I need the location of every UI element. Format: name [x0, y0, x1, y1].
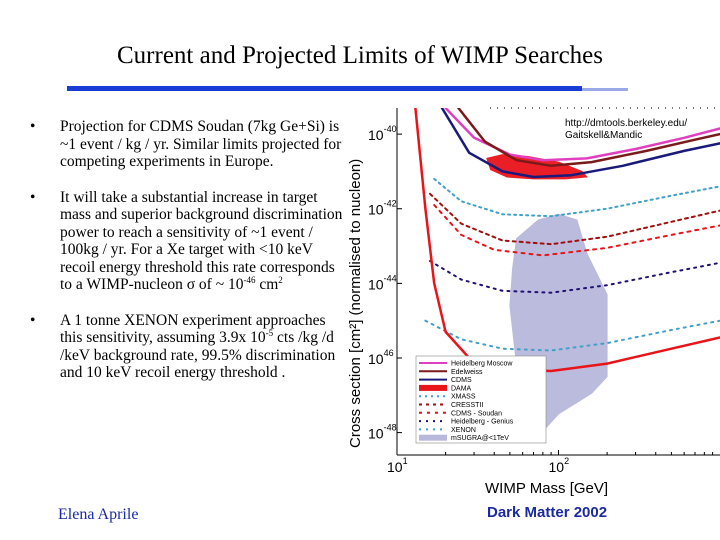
y-axis-title: Cross section [cm²] (normalised to nucle…: [347, 159, 364, 448]
bullet-text: Projection for CDMS Soudan (7kg Ge+Si) i…: [60, 118, 342, 170]
y-tick-label: 1046: [368, 348, 394, 367]
y-tick-exponent: -40: [384, 124, 397, 134]
y-tick-label: 10-42: [368, 199, 397, 218]
series-cdms: [440, 108, 720, 179]
exponent: -5: [265, 327, 274, 338]
series-heidelberg-moscow: [444, 108, 720, 162]
bullet-text: A 1 tonne XENON experiment approaches th…: [60, 311, 326, 347]
bullet-marker: •: [30, 188, 36, 206]
legend-label: mSUGRA@<1TeV: [451, 435, 509, 442]
x-tick-exponent: 2: [564, 456, 569, 466]
event-name: Dark Matter 2002: [487, 504, 608, 521]
legend-label: Heidelberg - Genius: [451, 419, 514, 426]
source-credit: Gaitskell&Mandic: [565, 130, 642, 141]
title-underline-fade: [582, 88, 628, 91]
y-tick-label: 10-44: [368, 273, 397, 292]
legend-label: Edelweiss: [451, 369, 483, 376]
y-tick-label: 10-48: [368, 423, 397, 442]
exponent: -46: [243, 274, 256, 285]
author-name: Elena Aprile: [58, 506, 139, 523]
legend-swatch: [419, 384, 447, 391]
bullet-text-cont: cts /kg /d /keV background rate, 99.5% d…: [60, 329, 336, 381]
bullet-item: • Projection for CDMS Soudan (7kg Ge+Si)…: [30, 118, 348, 171]
bullet-text-unit: cm: [255, 276, 279, 293]
exponent: 2: [278, 274, 283, 285]
legend-label: XENON: [451, 427, 476, 434]
x-tick-label: 101: [387, 456, 408, 475]
series-edelweiss: [457, 108, 720, 168]
series-heidelberg-genius: [429, 260, 720, 294]
series-cresstii: [429, 192, 720, 246]
legend-label: CDMS - Soudan: [451, 410, 502, 417]
bullet-item: • It will take a substantial increase in…: [30, 189, 348, 294]
legend-label: Heidelberg Moscow: [451, 361, 513, 368]
y-tick-exponent: -42: [384, 199, 397, 209]
x-tick-label: 102: [549, 456, 570, 475]
legend-swatch: [419, 434, 447, 441]
x-tick-exponent: 1: [403, 456, 408, 466]
series-xmass: [433, 177, 720, 218]
bullet-marker: •: [30, 118, 36, 135]
series-cdms-soudan: [433, 204, 720, 257]
legend-label: CRESSTII: [451, 402, 483, 409]
source-url: http://dmtools.berkeley.edu/: [565, 118, 687, 129]
bullet-marker: •: [30, 311, 36, 329]
y-tick-label: 10-40: [368, 124, 397, 143]
legend-label: XMASS: [451, 394, 476, 401]
y-tick-exponent: -44: [384, 273, 397, 283]
series-xenon: [424, 319, 720, 352]
bullet-text: It will take a substantial increase in t…: [60, 188, 343, 294]
x-axis-title: WIMP Mass [GeV]: [485, 480, 608, 497]
title-underline: [67, 86, 582, 91]
slide-title: Current and Projected Limits of WIMP Sea…: [117, 42, 603, 69]
y-tick-exponent: 46: [384, 348, 394, 358]
bullet-item: • A 1 tonne XENON experiment approaches …: [30, 312, 348, 382]
bullet-list: • Projection for CDMS Soudan (7kg Ge+Si)…: [30, 118, 348, 400]
legend: Heidelberg MoscowEdelweissCDMSDAMAXMASSC…: [415, 355, 547, 444]
y-tick-exponent: -48: [384, 423, 397, 433]
legend-label: CDMS: [451, 377, 472, 384]
legend-label: DAMA: [451, 385, 472, 392]
wimp-limits-chart: http://dmtools.berkeley.edu/Gaitskell&Ma…: [347, 107, 720, 497]
